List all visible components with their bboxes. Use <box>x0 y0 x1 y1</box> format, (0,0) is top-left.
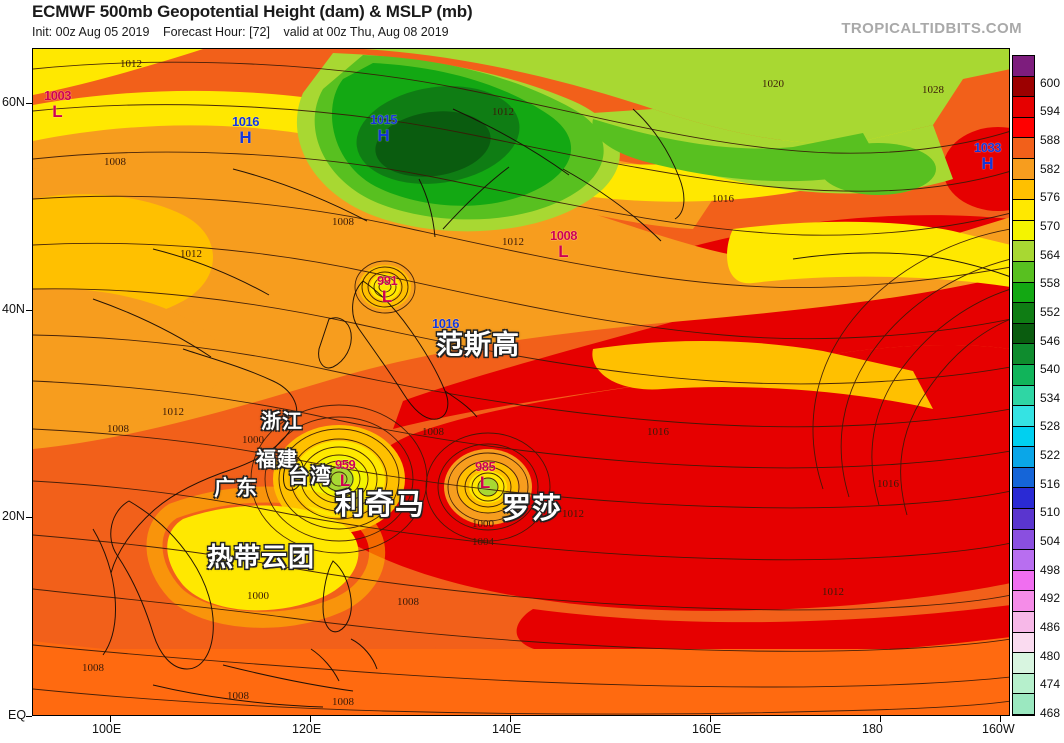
colorbar-tick-label: 570 <box>1040 218 1061 233</box>
colorbar-swatch <box>1013 200 1034 221</box>
header: ECMWF 500mb Geopotential Height (dam) & … <box>0 0 1064 46</box>
x-axis-tick <box>1000 716 1001 722</box>
colorbar-tick-label: 546 <box>1040 333 1061 348</box>
colorbar-tick-label: 528 <box>1040 419 1061 434</box>
colorbar-tick-label: 540 <box>1040 362 1061 377</box>
colorbar-swatch <box>1013 406 1034 427</box>
colorbar-swatch <box>1013 591 1034 613</box>
x-axis-tick <box>310 716 311 722</box>
y-axis-tick <box>26 716 32 717</box>
colorbar-tick-label: 582 <box>1040 161 1061 176</box>
colorbar-swatch <box>1013 138 1034 159</box>
colorbar-swatch <box>1013 509 1034 530</box>
colorbar-swatch <box>1013 612 1034 633</box>
colorbar-tick-label: 468 <box>1040 706 1061 720</box>
geopotential-height-field <box>33 49 1009 715</box>
colorbar-swatch <box>1013 97 1034 118</box>
colorbar-swatch <box>1013 344 1034 365</box>
colorbar-swatch <box>1013 694 1034 715</box>
forecast-hour: Forecast Hour: [72] <box>162 25 270 39</box>
colorbar-swatch <box>1013 570 1034 592</box>
colorbar-tick-label: 522 <box>1040 448 1061 463</box>
x-axis-label: 120E <box>292 722 322 736</box>
valid-time: valid at 00z Thu, Aug 08 2019 <box>283 25 449 39</box>
colorbar-swatch <box>1013 632 1034 654</box>
colorbar-swatch <box>1013 385 1034 407</box>
x-axis-tick <box>110 716 111 722</box>
colorbar-tick-label: 552 <box>1040 304 1061 319</box>
y-axis-label: 20N <box>2 509 25 523</box>
map-shading-svg <box>33 49 1009 715</box>
colorbar-swatch <box>1013 179 1034 201</box>
colorbar-swatch <box>1013 117 1034 139</box>
x-axis-tick <box>510 716 511 722</box>
colorbar-tick-label: 474 <box>1040 677 1061 692</box>
colorbar <box>1012 55 1035 716</box>
colorbar-tick-label: 600 <box>1040 75 1061 90</box>
colorbar-tick-label: 558 <box>1040 276 1061 291</box>
x-axis-tick <box>710 716 711 722</box>
x-axis-label: 160W <box>982 722 1015 736</box>
colorbar-swatch <box>1013 529 1034 551</box>
colorbar-tick-label: 534 <box>1040 390 1061 405</box>
colorbar-swatch <box>1013 220 1034 242</box>
colorbar-swatch <box>1013 364 1034 386</box>
colorbar-tick-label: 480 <box>1040 648 1061 663</box>
colorbar-swatch <box>1013 261 1034 283</box>
init-time: Init: 00z Aug 05 2019 <box>32 25 150 39</box>
colorbar-tick-label: 486 <box>1040 620 1061 635</box>
x-axis-label: 100E <box>92 722 122 736</box>
x-axis-label: 160E <box>692 722 722 736</box>
y-axis-tick <box>26 103 32 104</box>
colorbar-swatch <box>1013 76 1034 98</box>
y-axis-label: 40N <box>2 302 25 316</box>
colorbar-tick-label: 504 <box>1040 534 1061 549</box>
colorbar-swatch <box>1013 488 1034 510</box>
x-axis-tick <box>880 716 881 722</box>
colorbar-swatch <box>1013 241 1034 262</box>
colorbar-tick-label: 588 <box>1040 132 1061 147</box>
colorbar-swatch <box>1013 467 1034 489</box>
x-axis-label: 140E <box>492 722 522 736</box>
colorbar-tick-label: 516 <box>1040 476 1061 491</box>
y-axis-label: EQ <box>8 708 27 722</box>
watermark: TROPICALTIDBITS.COM <box>841 20 1022 37</box>
y-axis-tick <box>26 517 32 518</box>
colorbar-swatch <box>1013 426 1034 448</box>
colorbar-swatch <box>1013 653 1034 674</box>
colorbar-swatch <box>1013 550 1034 571</box>
colorbar-swatch <box>1013 303 1034 324</box>
map-panel[interactable] <box>32 48 1010 716</box>
forecast-meta: Init: 00z Aug 05 2019 Forecast Hour: [72… <box>32 25 459 39</box>
colorbar-tick-label: 492 <box>1040 591 1061 606</box>
colorbar-tick-label: 498 <box>1040 562 1061 577</box>
colorbar-swatch <box>1013 158 1034 180</box>
colorbar-swatch <box>1013 673 1034 695</box>
y-axis-label: 60N <box>2 95 25 109</box>
y-axis-tick <box>26 310 32 311</box>
colorbar-tick-label: 576 <box>1040 190 1061 205</box>
colorbar-tick-label: 564 <box>1040 247 1061 262</box>
colorbar-swatch <box>1013 56 1034 77</box>
x-axis-label: 180 <box>862 722 883 736</box>
page-title: ECMWF 500mb Geopotential Height (dam) & … <box>32 2 473 21</box>
colorbar-swatch <box>1013 323 1034 345</box>
colorbar-swatch <box>1013 282 1034 304</box>
colorbar-tick-label: 594 <box>1040 104 1061 119</box>
colorbar-tick-label: 510 <box>1040 505 1061 520</box>
colorbar-swatch <box>1013 447 1034 468</box>
